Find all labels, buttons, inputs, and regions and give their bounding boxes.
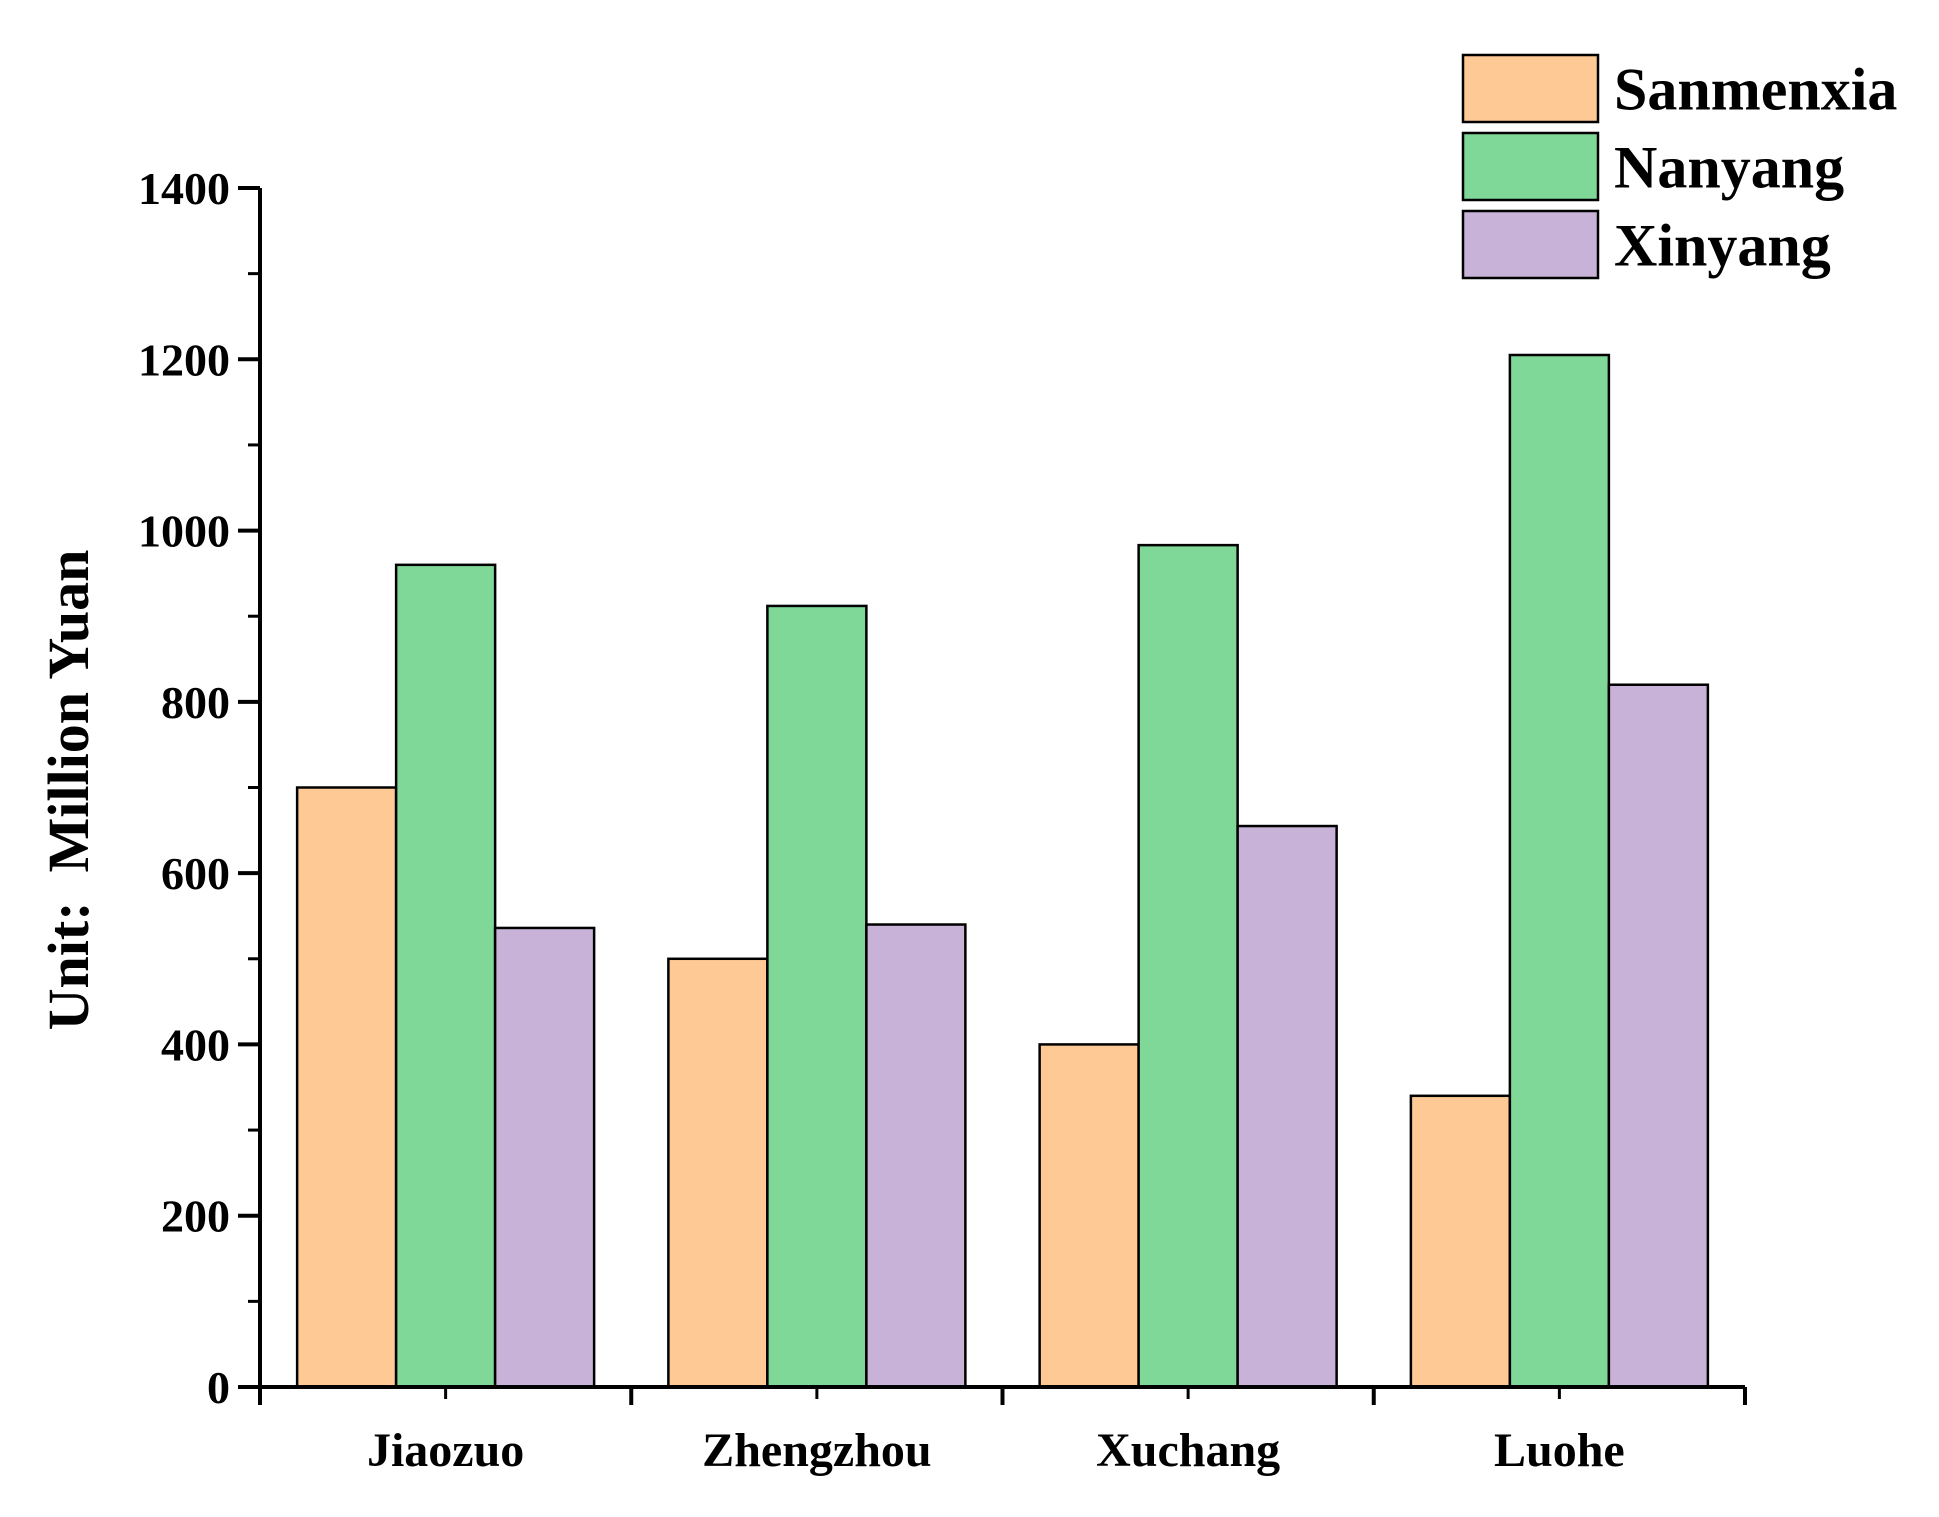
bar-sanmenxia-luohe xyxy=(1409,1094,1512,1389)
bar-nanyang-jiaozuo xyxy=(394,563,497,1389)
bar-nanyang-luohe xyxy=(1508,353,1611,1389)
bar-xinyang-luohe xyxy=(1607,683,1710,1389)
bar-xinyang-jiaozuo xyxy=(493,926,596,1389)
bar-xinyang-zhengzhou xyxy=(865,923,967,1389)
bar-nanyang-xuchang xyxy=(1137,543,1239,1389)
x-tick-label: Xuchang xyxy=(1096,1424,1280,1477)
x-tick-label: Jiaozuo xyxy=(367,1424,524,1477)
legend: Sanmenxia Nanyang Xinyang xyxy=(1461,53,1897,280)
x-tick-label: Zhengzhou xyxy=(702,1424,931,1477)
legend-label-nanyang: Nanyang xyxy=(1614,135,1844,201)
legend-swatch-sanmenxia xyxy=(1461,53,1600,124)
legend-swatch-nanyang xyxy=(1461,131,1600,202)
bar-sanmenxia-jiaozuo xyxy=(295,786,398,1389)
x-ticks-layer: Jiaozuo Zhengzhou Xuchang Luohe xyxy=(258,1387,1747,1477)
y-tick-label: 800 xyxy=(161,677,230,728)
legend-swatch-xinyang xyxy=(1461,209,1600,280)
y-ticks-layer: 0 200 400 600 800 1000 1200 1400 xyxy=(138,163,260,1413)
y-tick-label: 600 xyxy=(161,848,230,899)
y-tick-label: 1000 xyxy=(138,506,230,557)
y-tick-label: 400 xyxy=(161,1019,230,1070)
x-tick-label: Luohe xyxy=(1494,1424,1625,1477)
y-tick-label: 0 xyxy=(207,1362,230,1413)
bar-sanmenxia-zhengzhou xyxy=(667,957,769,1389)
bar-nanyang-zhengzhou xyxy=(766,604,868,1389)
bar-sanmenxia-xuchang xyxy=(1038,1043,1140,1389)
y-tick-label: 200 xyxy=(161,1191,230,1242)
y-axis-label: Unit: Million Yuan xyxy=(36,550,101,1031)
y-tick-label: 1200 xyxy=(138,334,230,385)
bar-xinyang-xuchang xyxy=(1236,824,1338,1389)
bars-layer xyxy=(295,353,1710,1389)
legend-label-sanmenxia: Sanmenxia xyxy=(1614,57,1897,123)
y-tick-label: 1400 xyxy=(138,163,230,214)
legend-label-xinyang: Xinyang xyxy=(1614,213,1831,279)
